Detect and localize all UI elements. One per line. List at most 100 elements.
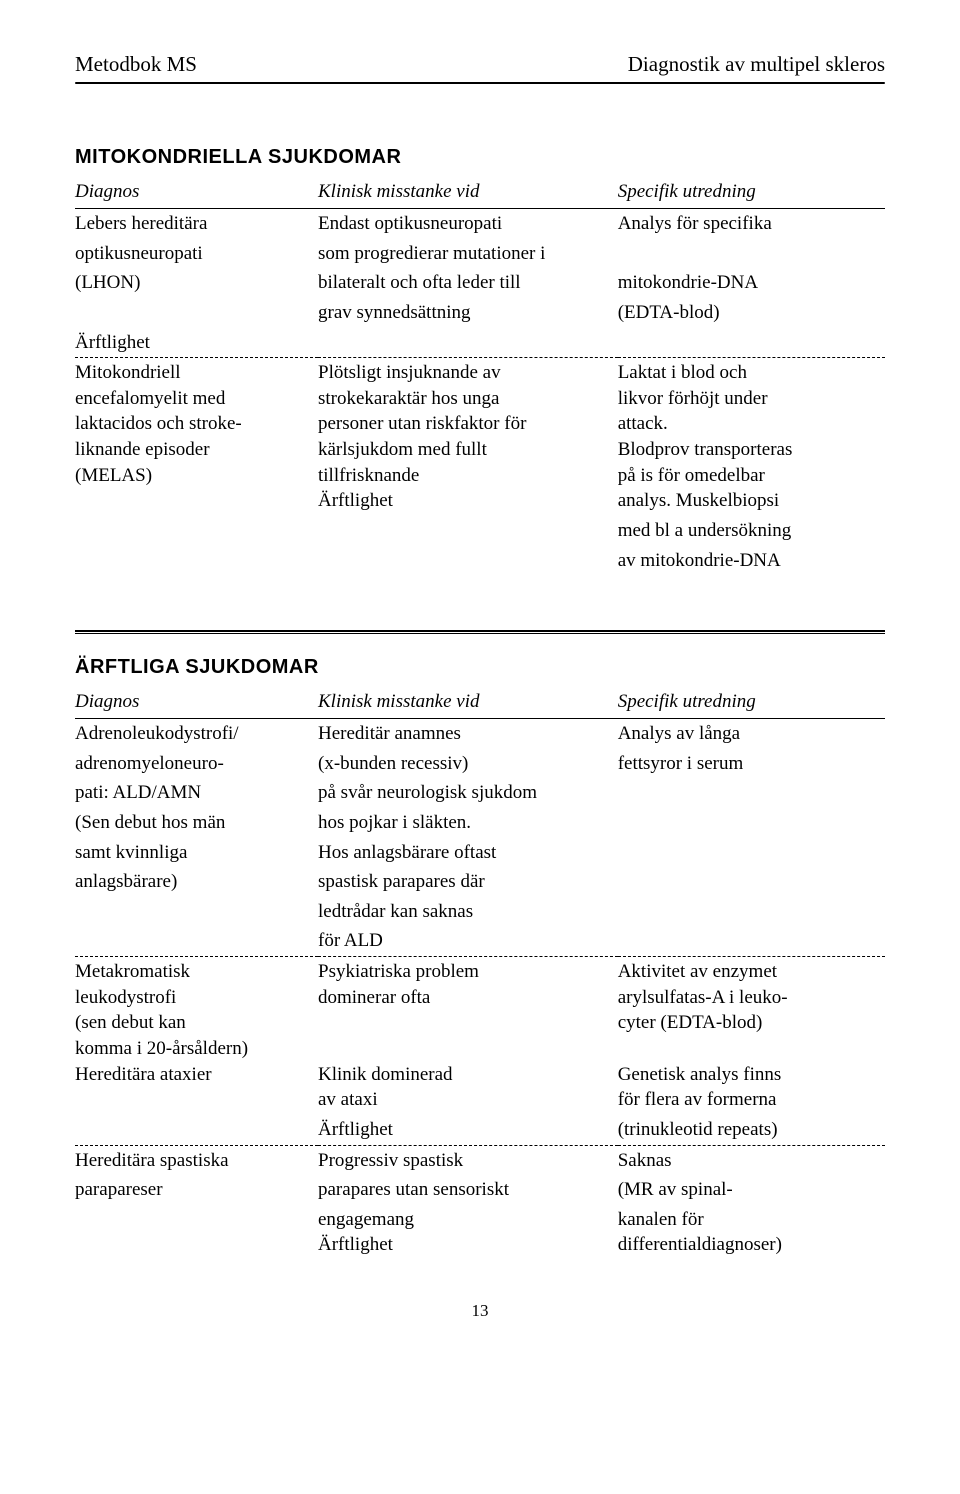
table-cell: adrenomyeloneuro- xyxy=(75,749,318,779)
page-number: 13 xyxy=(75,1300,885,1323)
col-klinisk: Klinisk misstanke vid xyxy=(318,177,618,208)
table-cell: (Sen debut hos män xyxy=(75,808,318,838)
table-row: Lebers hereditäraEndast optikusneuropati… xyxy=(75,208,885,238)
table-cell: hos pojkar i släkten. xyxy=(318,808,618,838)
table-cell: Analys av långa xyxy=(618,718,885,748)
table-cell xyxy=(618,838,885,868)
table-cell: (LHON) xyxy=(75,268,318,298)
table-header-row: Diagnos Klinisk misstanke vid Specifik u… xyxy=(75,687,885,718)
table-row: grav synnedsättning(EDTA-blod) xyxy=(75,298,885,328)
table-row: (Sen debut hos mänhos pojkar i släkten. xyxy=(75,808,885,838)
header-rule xyxy=(75,82,885,84)
table-cell xyxy=(618,239,885,269)
table-cell: (trinukleotid repeats) xyxy=(618,1115,885,1145)
table-cell: Mitokondriell encefalomyelit med laktaci… xyxy=(75,358,318,516)
section2-rule-top xyxy=(75,630,885,632)
table-row: Ärftlighet xyxy=(75,328,885,358)
table-cell: på svår neurologisk sjukdom xyxy=(318,778,618,808)
header-right: Diagnostik av multipel skleros xyxy=(628,50,885,78)
table-cell xyxy=(75,1115,318,1145)
table-row: adrenomyeloneuro-(x-bunden recessiv)fett… xyxy=(75,749,885,779)
table-row: Adrenoleukodystrofi/Hereditär anamnesAna… xyxy=(75,718,885,748)
table-cell: Laktat i blod och likvor förhöjt under a… xyxy=(618,358,885,516)
table-cell xyxy=(75,516,318,546)
table-row: för ALD xyxy=(75,926,885,956)
table-cell: Lebers hereditära xyxy=(75,208,318,238)
table-row: ledtrådar kan saknas xyxy=(75,897,885,927)
table-cell xyxy=(75,298,318,328)
table-row: av mitokondrie-DNA xyxy=(75,546,885,576)
table-cell xyxy=(318,516,618,546)
table-cell xyxy=(75,897,318,927)
header-left: Metodbok MS xyxy=(75,50,197,78)
table-row: Mitokondriell encefalomyelit med laktaci… xyxy=(75,358,885,516)
table-cell: (x-bunden recessiv) xyxy=(318,749,618,779)
table-cell: som progredierar mutationer i xyxy=(318,239,618,269)
table-cell xyxy=(75,546,318,576)
table-cell: parapares utan sensoriskt xyxy=(318,1175,618,1205)
col-specifik: Specifik utredning xyxy=(618,687,885,718)
section2-rule-bottom xyxy=(75,633,885,634)
table-cell: (MR av spinal- xyxy=(618,1175,885,1205)
table-cell: Adrenoleukodystrofi/ xyxy=(75,718,318,748)
table-cell: bilateralt och ofta leder till xyxy=(318,268,618,298)
table-cell: Endast optikusneuropati xyxy=(318,208,618,238)
table-cell xyxy=(618,808,885,838)
table-row: samt kvinnligaHos anlagsbärare oftast xyxy=(75,838,885,868)
table-cell xyxy=(318,328,618,358)
table-cell: anlagsbärare) xyxy=(75,867,318,897)
table-cell: Saknas xyxy=(618,1145,885,1175)
section-gap xyxy=(75,575,885,630)
table-cell: av mitokondrie-DNA xyxy=(618,546,885,576)
table-cell xyxy=(618,778,885,808)
table-cell: Hos anlagsbärare oftast xyxy=(318,838,618,868)
section2-table: Diagnos Klinisk misstanke vid Specifik u… xyxy=(75,687,885,1260)
table-cell: pati: ALD/AMN xyxy=(75,778,318,808)
table-row: pati: ALD/AMNpå svår neurologisk sjukdom xyxy=(75,778,885,808)
table-row: Hereditära spastiskaProgressiv spastiskS… xyxy=(75,1145,885,1175)
col-diagnos: Diagnos xyxy=(75,687,318,718)
col-diagnos: Diagnos xyxy=(75,177,318,208)
table-row: anlagsbärare)spastisk parapares där xyxy=(75,867,885,897)
table-cell xyxy=(618,328,885,358)
table-cell: grav synnedsättning xyxy=(318,298,618,328)
table-row: med bl a undersökning xyxy=(75,516,885,546)
table-cell: med bl a undersökning xyxy=(618,516,885,546)
table-row: optikusneuropatisom progredierar mutatio… xyxy=(75,239,885,269)
table-header-row: Diagnos Klinisk misstanke vid Specifik u… xyxy=(75,177,885,208)
table-cell: för ALD xyxy=(318,926,618,956)
table-cell: Hereditär anamnes xyxy=(318,718,618,748)
table-cell: (EDTA-blod) xyxy=(618,298,885,328)
section2-title: ÄRFTLIGA SJUKDOMAR xyxy=(75,654,885,681)
table-cell: Ärftlighet xyxy=(318,1115,618,1145)
table-cell: optikusneuropati xyxy=(75,239,318,269)
table-cell: Plötsligt insjuknande av strokekaraktär … xyxy=(318,358,618,516)
table-cell: ledtrådar kan saknas xyxy=(318,897,618,927)
table-cell: Analys för specifika xyxy=(618,208,885,238)
table-row: parapareserparapares utan sensoriskt(MR … xyxy=(75,1175,885,1205)
table-row: (LHON)bilateralt och ofta leder tillmito… xyxy=(75,268,885,298)
table-cell: Metakromatisk leukodystrofi (sen debut k… xyxy=(75,957,318,1115)
table-cell: Progressiv spastisk xyxy=(318,1145,618,1175)
table-cell: Psykiatriska problem dominerar ofta Klin… xyxy=(318,957,618,1115)
table-row: Ärftlighet(trinukleotid repeats) xyxy=(75,1115,885,1145)
table-row: engagemang Ärftlighetkanalen för differe… xyxy=(75,1205,885,1260)
table-cell: Aktivitet av enzymet arylsulfatas-A i le… xyxy=(618,957,885,1115)
table-cell: engagemang Ärftlighet xyxy=(318,1205,618,1260)
col-specifik: Specifik utredning xyxy=(618,177,885,208)
col-klinisk: Klinisk misstanke vid xyxy=(318,687,618,718)
table-cell xyxy=(75,926,318,956)
table-cell xyxy=(75,1205,318,1260)
page-header: Metodbok MS Diagnostik av multipel skler… xyxy=(75,50,885,78)
section1-table: Diagnos Klinisk misstanke vid Specifik u… xyxy=(75,177,885,575)
table-cell: Hereditära spastiska xyxy=(75,1145,318,1175)
table-cell xyxy=(318,546,618,576)
section1-title: MITOKONDRIELLA SJUKDOMAR xyxy=(75,144,885,171)
table-cell: spastisk parapares där xyxy=(318,867,618,897)
table-cell: Ärftlighet xyxy=(75,328,318,358)
table-cell xyxy=(618,897,885,927)
table-cell: fettsyror i serum xyxy=(618,749,885,779)
table-row: Metakromatisk leukodystrofi (sen debut k… xyxy=(75,957,885,1115)
table-cell xyxy=(618,926,885,956)
table-cell: samt kvinnliga xyxy=(75,838,318,868)
